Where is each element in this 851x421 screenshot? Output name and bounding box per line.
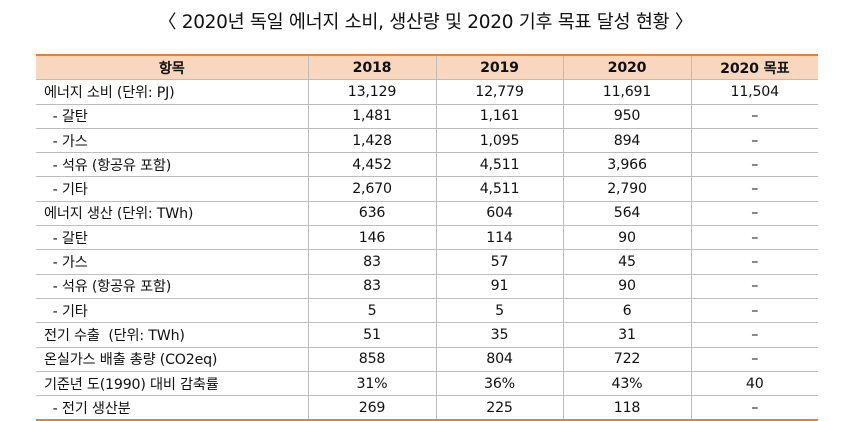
value-2020-target: – bbox=[690, 346, 818, 372]
value-2020: 894 bbox=[562, 127, 692, 154]
value-2020: 118 bbox=[562, 395, 692, 421]
table-row: - 가스 1,428 1,095 894– bbox=[36, 127, 818, 154]
value-2019: 91 bbox=[435, 273, 564, 299]
table-row: - 석유 (항공유 포함) 83 91 90– bbox=[36, 273, 818, 299]
table-row: - 갈탄 146 114 90– bbox=[36, 225, 818, 251]
value-2020: 45 bbox=[562, 249, 692, 275]
value-2020-target: – bbox=[690, 273, 818, 299]
row-label: 에너지 소비 (단위: PJ) bbox=[36, 79, 309, 105]
value-2020-target: – bbox=[690, 249, 818, 275]
value-2020-target: 11,504 bbox=[690, 79, 818, 105]
value-2020: 90 bbox=[562, 225, 692, 251]
value-2018: 31% bbox=[307, 370, 437, 397]
value-2020: 90 bbox=[562, 273, 692, 299]
value-2018: 146 bbox=[307, 225, 437, 251]
table-row: 에너지 생산 (단위: TWh) 636 604 564– bbox=[36, 200, 818, 227]
row-label: 온실가스 배출 총량 (CO2eq) bbox=[36, 346, 309, 372]
energy-status-table: 항목 2018 2019 2020 2020 목표 에너지 소비 (단위: PJ… bbox=[36, 54, 818, 421]
value-2020: 6 bbox=[562, 297, 692, 324]
value-2018: 4,452 bbox=[307, 152, 437, 178]
value-2019: 114 bbox=[435, 225, 564, 251]
value-2020-target: – bbox=[690, 103, 818, 129]
value-2019: 12,779 bbox=[435, 79, 564, 105]
value-2019: 1,161 bbox=[435, 103, 564, 129]
header-item: 항목 bbox=[36, 54, 309, 81]
value-2018: 83 bbox=[307, 273, 437, 299]
value-2020-target: – bbox=[690, 176, 818, 202]
row-label: 전기 수출 (단위: TWh) bbox=[36, 322, 309, 348]
table-title: 〈 2020년 독일 에너지 소비, 생산량 및 2020 기후 목표 달성 현… bbox=[157, 12, 694, 33]
table-row: 전기 수출 (단위: TWh) 51 35 31– bbox=[36, 322, 818, 348]
row-label: - 기타 bbox=[36, 297, 309, 324]
value-2019: 35 bbox=[435, 322, 564, 348]
table-row: - 전기 생산분 269 225 118– bbox=[36, 395, 818, 421]
value-2018: 2,670 bbox=[307, 176, 437, 202]
value-2018: 636 bbox=[307, 200, 437, 227]
row-label: 에너지 생산 (단위: TWh) bbox=[36, 200, 309, 227]
value-2018: 51 bbox=[307, 322, 437, 348]
table-row: 에너지 소비 (단위: PJ) 13,129 12,779 11,691 11,504 bbox=[36, 79, 818, 105]
value-2020: 31 bbox=[562, 322, 692, 348]
table-body: 에너지 소비 (단위: PJ) 13,129 12,779 11,691 11,504 … bbox=[36, 79, 818, 421]
header-2020: 2020 bbox=[562, 54, 692, 81]
table-row: 온실가스 배출 총량 (CO2eq) 858 804 722– bbox=[36, 346, 818, 372]
value-2020-target: – bbox=[690, 200, 818, 227]
value-2019: 604 bbox=[435, 200, 564, 227]
value-2020-target: 40 bbox=[690, 370, 818, 397]
value-2019: 804 bbox=[435, 346, 564, 372]
row-label: - 석유 (항공유 포함) bbox=[36, 273, 309, 299]
value-2018: 1,428 bbox=[307, 127, 437, 154]
row-label: - 가스 bbox=[36, 249, 309, 275]
table-header: 항목 2018 2019 2020 2020 목표 bbox=[36, 54, 818, 81]
value-2019: 57 bbox=[435, 249, 564, 275]
value-2020: 564 bbox=[562, 200, 692, 227]
value-2019: 36% bbox=[435, 370, 564, 397]
value-2018: 83 bbox=[307, 249, 437, 275]
value-2020: 11,691 bbox=[562, 79, 692, 105]
value-2018: 269 bbox=[307, 395, 437, 421]
value-2020-target: – bbox=[690, 395, 818, 421]
value-2020: 950 bbox=[562, 103, 692, 129]
table-row: - 석유 (항공유 포함) 4,452 4,511 3,966– bbox=[36, 152, 818, 178]
header-2020-target: 2020 목표 bbox=[690, 54, 818, 81]
header-row: 항목 2018 2019 2020 2020 목표 bbox=[36, 54, 818, 81]
table-row: - 갈탄 1,481 1,161 950– bbox=[36, 103, 818, 129]
row-label: - 가스 bbox=[36, 127, 309, 154]
row-label: 기준년 도(1990) 대비 감축률 bbox=[36, 370, 309, 397]
value-2020: 2,790 bbox=[562, 176, 692, 202]
value-2018: 858 bbox=[307, 346, 437, 372]
row-label: - 갈탄 bbox=[36, 103, 309, 129]
value-2018: 5 bbox=[307, 297, 437, 324]
table-row: 기준년 도(1990) 대비 감축률 31% 36% 43% 40 bbox=[36, 370, 818, 397]
value-2018: 1,481 bbox=[307, 103, 437, 129]
value-2020-target: – bbox=[690, 152, 818, 178]
value-2020-target: – bbox=[690, 225, 818, 251]
value-2020: 43% bbox=[562, 370, 692, 397]
table-row: - 기타 5 5 6– bbox=[36, 297, 818, 324]
header-2018: 2018 bbox=[307, 54, 437, 81]
value-2019: 4,511 bbox=[435, 152, 564, 178]
table-row: - 가스 83 57 45– bbox=[36, 249, 818, 275]
row-label: - 전기 생산분 bbox=[36, 395, 309, 421]
value-2020-target: – bbox=[690, 127, 818, 154]
value-2020-target: – bbox=[690, 297, 818, 324]
value-2018: 13,129 bbox=[307, 79, 437, 105]
row-label: - 기타 bbox=[36, 176, 309, 202]
value-2020: 3,966 bbox=[562, 152, 692, 178]
table-row: - 기타 2,670 4,511 2,790– bbox=[36, 176, 818, 202]
row-label: - 석유 (항공유 포함) bbox=[36, 152, 309, 178]
value-2019: 1,095 bbox=[435, 127, 564, 154]
value-2019: 4,511 bbox=[435, 176, 564, 202]
value-2019: 5 bbox=[435, 297, 564, 324]
row-label: - 갈탄 bbox=[36, 225, 309, 251]
value-2020-target: – bbox=[690, 322, 818, 348]
value-2019: 225 bbox=[435, 395, 564, 421]
header-2019: 2019 bbox=[435, 54, 564, 81]
value-2020: 722 bbox=[562, 346, 692, 372]
